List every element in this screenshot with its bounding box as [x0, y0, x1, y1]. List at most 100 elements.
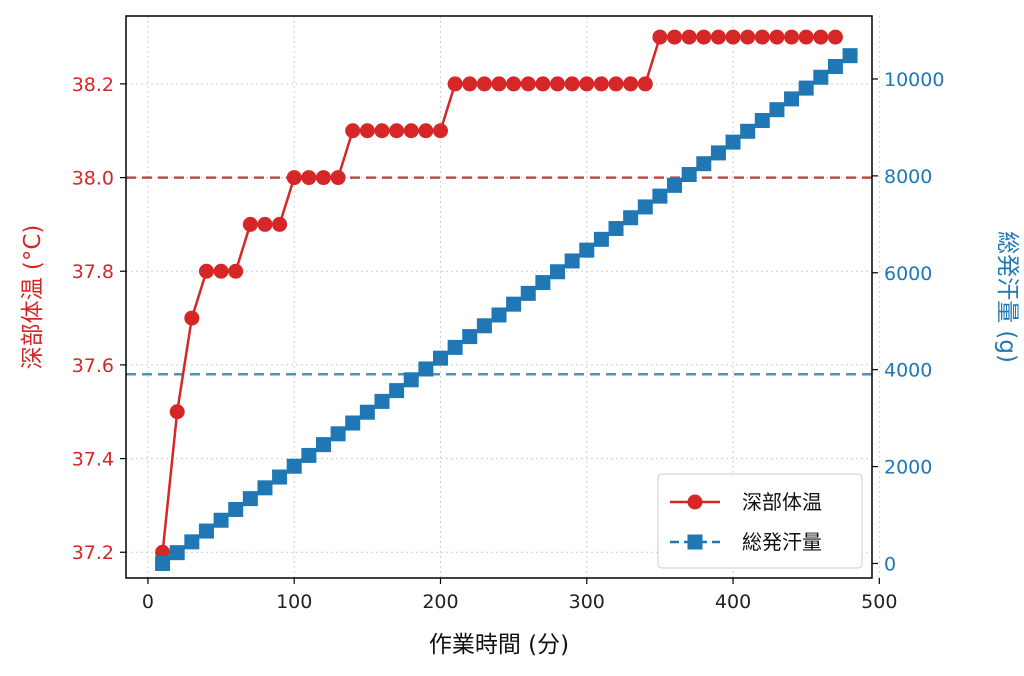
- series-point-0: [403, 123, 419, 139]
- series-point-1: [491, 307, 507, 323]
- series-point-1: [286, 458, 302, 474]
- series-point-0: [593, 76, 609, 92]
- y-right-tick-label: 2000: [884, 457, 932, 479]
- series-point-1: [184, 534, 200, 550]
- legend-box: [657, 473, 863, 569]
- series-point-1: [784, 91, 800, 107]
- series-point-0: [784, 29, 800, 45]
- series-point-0: [432, 123, 448, 139]
- series-point-1: [593, 231, 609, 247]
- series-point-0: [345, 123, 361, 139]
- series-point-1: [637, 199, 653, 215]
- series-point-0: [272, 216, 288, 232]
- x-tick-label: 200: [422, 591, 458, 613]
- series-point-0: [579, 76, 595, 92]
- series-point-0: [184, 310, 200, 326]
- series-point-1: [228, 501, 244, 517]
- y-left-tick-label: 37.2: [72, 542, 114, 564]
- series-point-1: [374, 393, 390, 409]
- series-point-1: [725, 134, 741, 150]
- series-point-1: [315, 437, 331, 453]
- series-point-0: [827, 29, 843, 45]
- series-point-0: [623, 76, 639, 92]
- x-tick-label: 500: [861, 591, 897, 613]
- x-tick-label: 0: [142, 591, 154, 613]
- series-point-1: [535, 275, 551, 291]
- series-point-0: [667, 29, 683, 45]
- y-left-tick-label: 38.2: [72, 74, 114, 96]
- y-left-tick-label: 37.8: [72, 261, 114, 283]
- series-point-1: [242, 491, 258, 507]
- series-point-0: [652, 29, 668, 45]
- series-point-1: [813, 69, 829, 85]
- series-point-0: [506, 76, 522, 92]
- series-point-0: [315, 170, 331, 186]
- y-left-tick-label: 38.0: [72, 168, 114, 190]
- series-point-1: [769, 102, 785, 118]
- series-point-1: [169, 545, 185, 561]
- x-tick-label: 100: [276, 591, 312, 613]
- series-point-0: [710, 29, 726, 45]
- y-right-tick-label: 6000: [884, 263, 932, 285]
- series-point-1: [608, 221, 624, 237]
- series-point-1: [330, 426, 346, 442]
- series-point-1: [389, 383, 405, 399]
- series-point-0: [301, 170, 317, 186]
- series-point-1: [710, 145, 726, 161]
- series-point-0: [491, 76, 507, 92]
- series-point-1: [155, 555, 171, 571]
- plot-frame: [125, 15, 873, 579]
- y-right-axis-label: 総発汗量 (g): [994, 231, 1020, 363]
- series-point-0: [389, 123, 405, 139]
- series-point-1: [652, 188, 668, 204]
- series-point-0: [740, 29, 756, 45]
- x-axis-label: 作業時間 (分): [429, 632, 569, 658]
- series-point-1: [359, 404, 375, 420]
- series-point-0: [813, 29, 829, 45]
- series-point-1: [696, 156, 712, 172]
- series-point-1: [418, 361, 434, 377]
- legend-label-0: 深部体温: [742, 490, 822, 514]
- legend-marker-0: [687, 494, 703, 510]
- x-tick-label: 400: [715, 591, 751, 613]
- series-point-0: [476, 76, 492, 92]
- series-point-0: [681, 29, 697, 45]
- series-point-0: [637, 76, 653, 92]
- series-point-1: [403, 372, 419, 388]
- series-point-1: [667, 177, 683, 193]
- series-point-1: [198, 523, 214, 539]
- y-left-tick-label: 37.6: [72, 355, 114, 377]
- series-point-0: [169, 404, 185, 420]
- y-right-tick-label: 10000: [884, 69, 944, 91]
- series-point-0: [754, 29, 770, 45]
- series-point-1: [579, 242, 595, 258]
- series-point-1: [740, 123, 756, 139]
- series-point-1: [476, 318, 492, 334]
- series-point-0: [359, 123, 375, 139]
- series-point-1: [827, 58, 843, 74]
- axis-ticks: 0 100 200 300 400 500 37.2 37.4 37.6 37.8 38.0 38.2…: [72, 69, 945, 613]
- series-point-1: [754, 113, 770, 129]
- series-point-0: [228, 263, 244, 279]
- y-right-tick-label: 8000: [884, 166, 932, 188]
- series-point-0: [374, 123, 390, 139]
- series-point-0: [286, 170, 302, 186]
- series-point-0: [725, 29, 741, 45]
- series-point-0: [447, 76, 463, 92]
- series-point-0: [769, 29, 785, 45]
- series-point-1: [550, 264, 566, 280]
- series-point-0: [213, 263, 229, 279]
- series-point-0: [696, 29, 712, 45]
- series-point-1: [213, 512, 229, 528]
- series-point-0: [257, 216, 273, 232]
- series-point-0: [608, 76, 624, 92]
- series-point-0: [330, 170, 346, 186]
- series-point-0: [550, 76, 566, 92]
- series-point-1: [301, 447, 317, 463]
- legend-label-1: 総発汗量: [742, 530, 822, 554]
- series-point-1: [623, 210, 639, 226]
- y-left-axis-label: 深部体温 (°C): [20, 225, 46, 370]
- series-layer: [155, 29, 858, 571]
- series-point-1: [257, 480, 273, 496]
